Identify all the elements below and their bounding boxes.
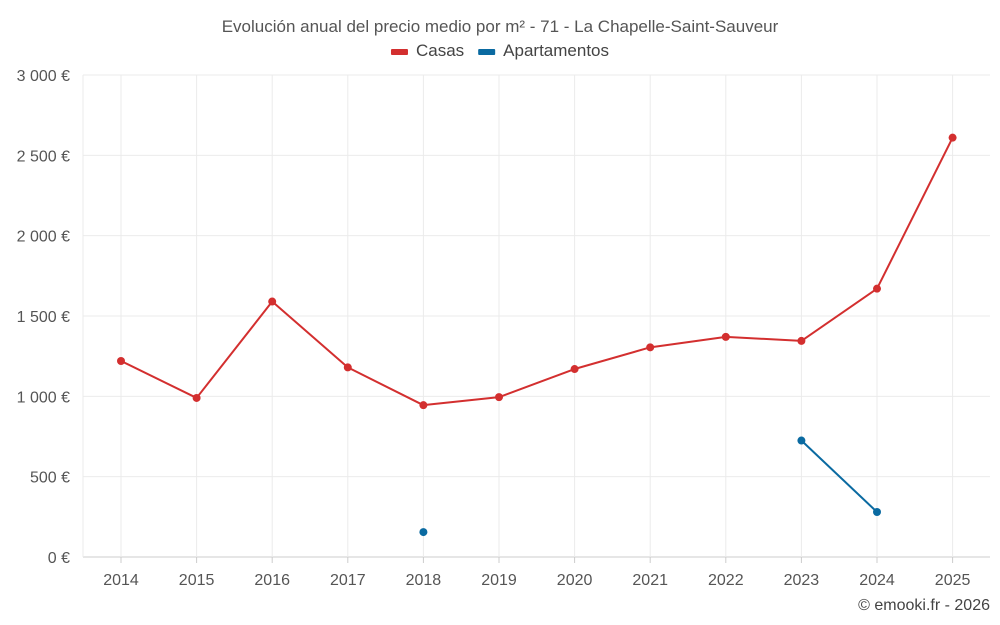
x-tick-label: 2015	[179, 572, 215, 589]
x-tick-label: 2021	[632, 572, 668, 589]
y-tick-label: 500 €	[30, 470, 70, 487]
x-axis: 2014 2015 2016 2017 2018 2019 2020 2021 2022 2023…	[103, 557, 970, 589]
chart-title: Evolución anual del precio medio por m² …	[222, 17, 779, 36]
series-line-apartamentos	[800, 439, 878, 513]
grid	[82, 74, 990, 558]
data-point-casas-2024[interactable]	[873, 284, 881, 293]
data-point-casas-2014[interactable]	[117, 356, 125, 365]
y-tick-label: 2 000 €	[17, 229, 70, 246]
y-tick-label: 0 €	[48, 550, 70, 567]
legend-item-casas[interactable]: Casas	[390, 41, 464, 60]
data-point-casas-2020[interactable]	[570, 365, 579, 374]
y-tick-label: 1 000 €	[17, 389, 70, 406]
x-tick-label: 2017	[330, 572, 366, 589]
x-tick-label: 2022	[708, 572, 744, 589]
data-point-casas-2021[interactable]	[646, 343, 655, 352]
legend[interactable]: Casas Apartamentos	[390, 41, 609, 60]
copyright-credit: © emooki.fr - 2026	[858, 597, 990, 614]
y-tick-label: 3 000 €	[17, 68, 70, 85]
y-tick-label: 1 500 €	[17, 309, 70, 326]
series	[117, 133, 957, 537]
data-point-casas-2019[interactable]	[495, 393, 503, 402]
x-tick-label: 2018	[406, 572, 442, 589]
data-point-casas-2017[interactable]	[343, 363, 352, 372]
data-point-apartamentos-2018[interactable]	[419, 528, 428, 537]
legend-item-apartamentos[interactable]: Apartamentos	[478, 41, 609, 60]
legend-swatch	[478, 49, 496, 55]
series-line-casas	[120, 137, 954, 407]
x-tick-label: 2016	[254, 572, 290, 589]
data-point-casas-2022[interactable]	[721, 332, 730, 341]
data-point-casas-2015[interactable]	[192, 393, 201, 402]
legend-swatch	[390, 49, 408, 55]
y-tick-label: 2 500 €	[17, 148, 70, 165]
legend-label: Apartamentos	[503, 41, 609, 60]
x-tick-label: 2020	[557, 572, 593, 589]
data-point-casas-2025[interactable]	[948, 133, 957, 142]
x-tick-label: 2019	[481, 572, 517, 589]
legend-label: Casas	[416, 41, 464, 60]
x-tick-label: 2025	[935, 572, 971, 589]
data-point-casas-2016[interactable]	[268, 297, 277, 306]
data-point-casas-2018[interactable]	[419, 401, 428, 410]
x-tick-label: 2014	[103, 572, 139, 589]
x-tick-label: 2024	[859, 572, 895, 589]
data-point-casas-2023[interactable]	[797, 336, 806, 345]
x-tick-label: 2023	[784, 572, 820, 589]
data-point-apartamentos-2024[interactable]	[873, 508, 881, 517]
y-axis: 0 € 500 € 1 000 € 1 500 € 2 000 € 2 500 € 3 00…	[17, 68, 70, 567]
data-point-apartamentos-2023[interactable]	[797, 436, 806, 445]
